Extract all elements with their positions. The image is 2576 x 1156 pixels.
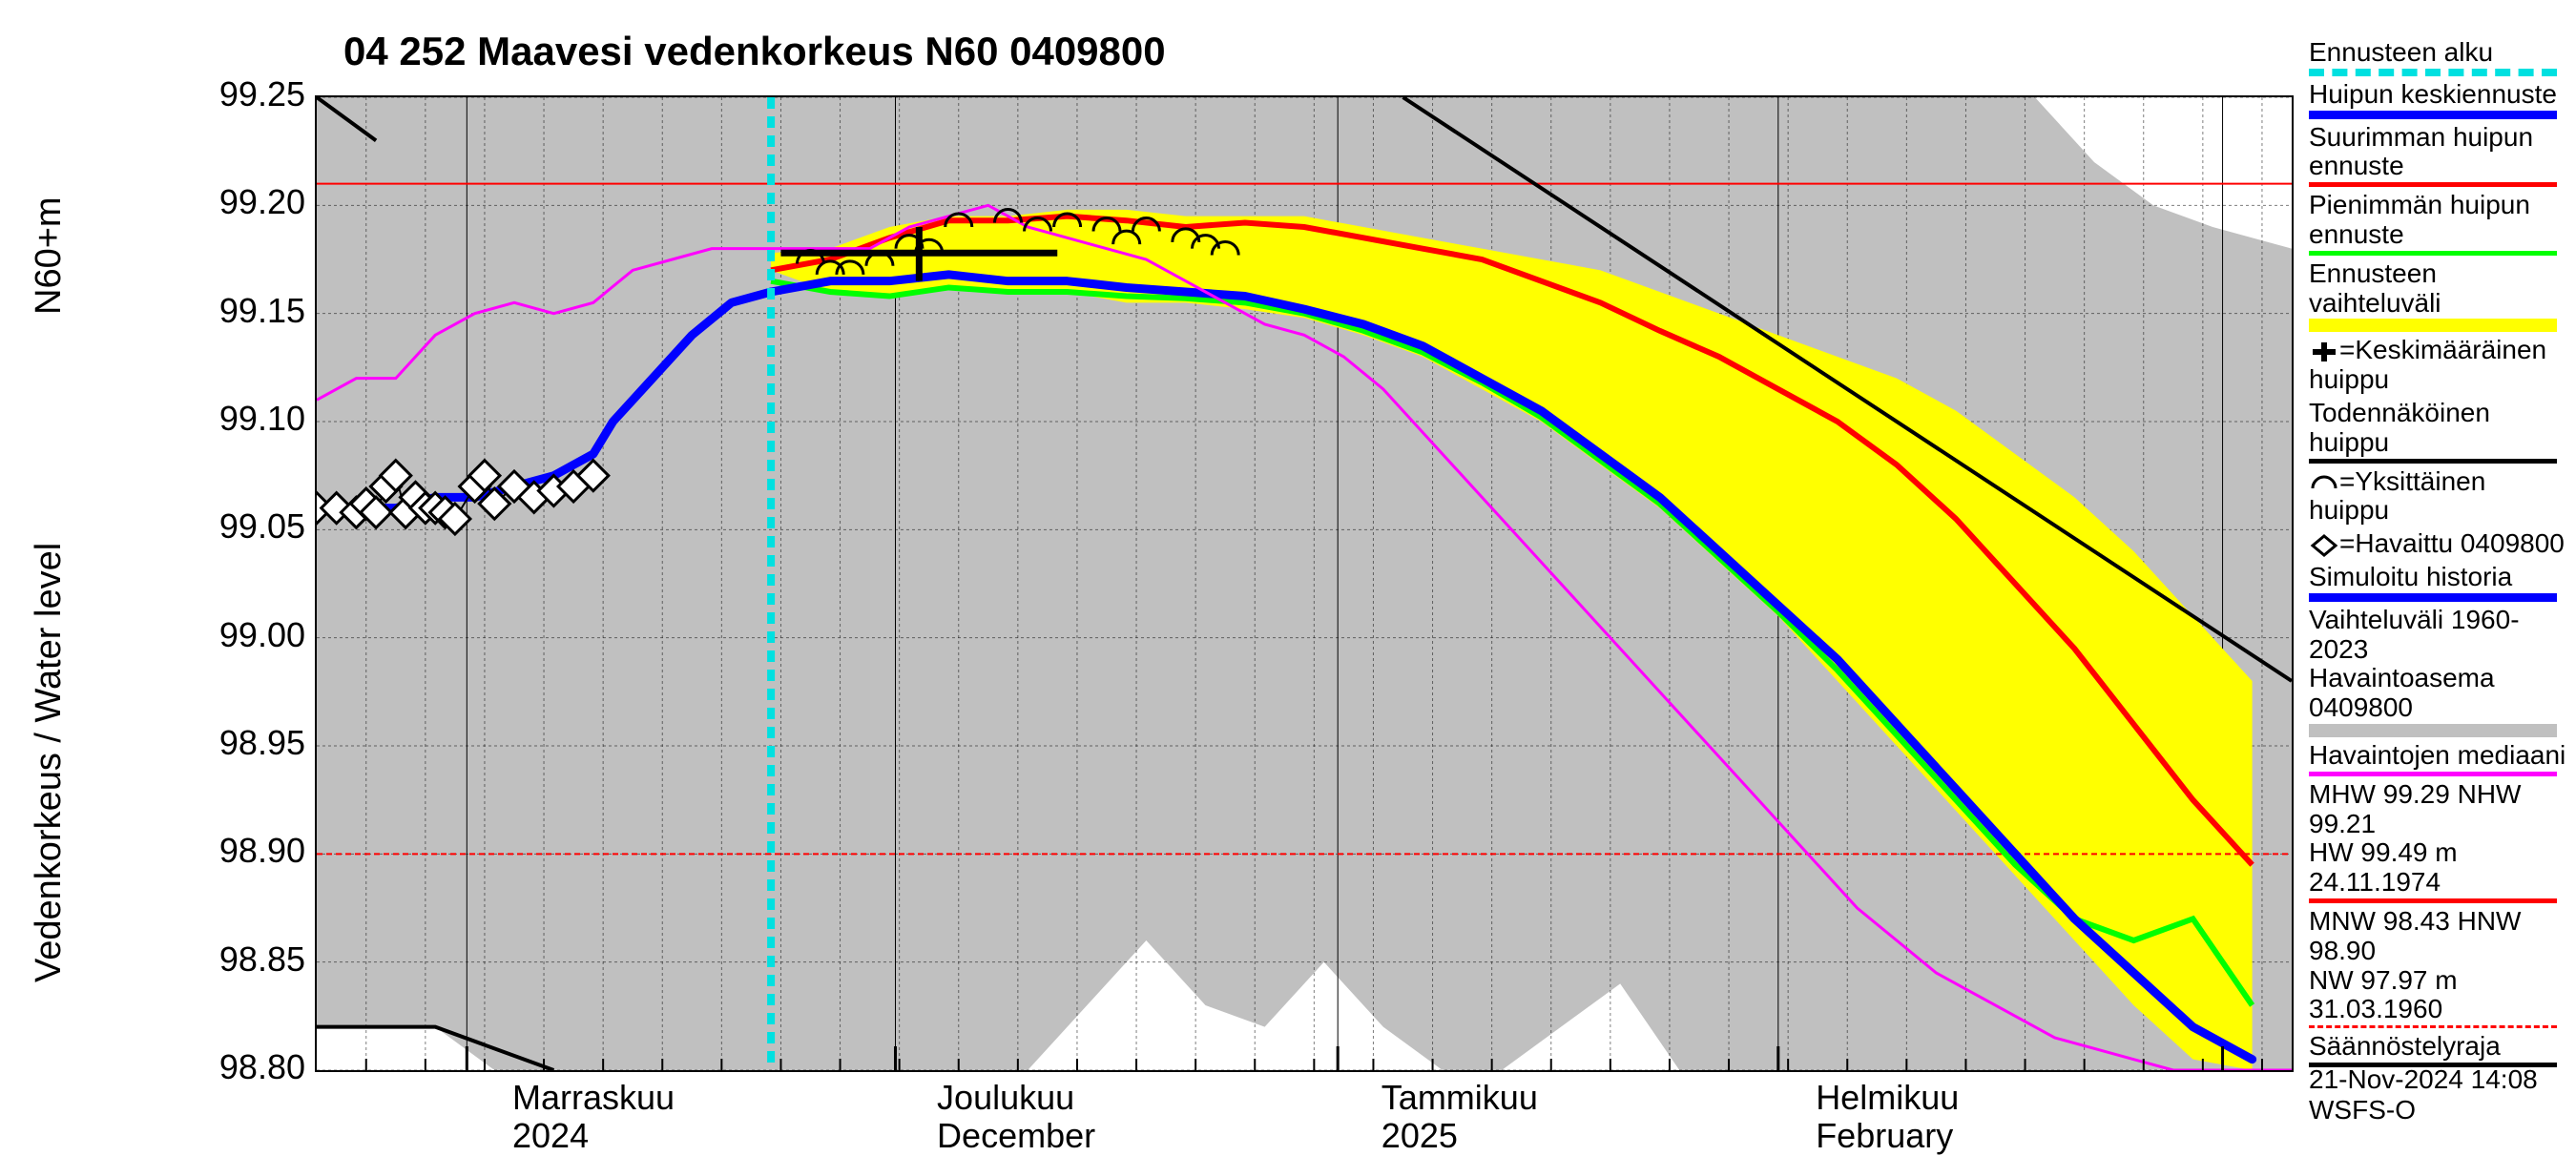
legend-item: Todennäköinen huippu [2309, 399, 2566, 464]
x-tick-sublabel: 2024 [512, 1116, 589, 1156]
legend-label: Havaintojen mediaani [2309, 741, 2566, 771]
legend-label: =Yksittäinen huippu [2309, 467, 2566, 526]
x-tick-label: Joulukuu [937, 1078, 1074, 1118]
legend-item: Simuloitu historia [2309, 563, 2566, 602]
legend-item: MNW 98.43 HNW 98.90NW 97.97 m 31.03.1960 [2309, 907, 2566, 1028]
legend-item: =Havaittu 0409800 [2309, 529, 2566, 559]
legend-label: Huipun keskiennuste [2309, 80, 2566, 110]
chart-svg [317, 97, 2292, 1070]
legend-label: Pienimmän huipun ennuste [2309, 191, 2566, 250]
legend-sublabel: NW 97.97 m 31.03.1960 [2309, 966, 2566, 1025]
legend-item: =Keskimääräinen huippu [2309, 336, 2566, 395]
legend-label: =Keskimääräinen huippu [2309, 336, 2566, 395]
x-tick-sublabel: February [1816, 1116, 1953, 1156]
x-tick-sublabel: December [937, 1116, 1095, 1156]
legend-sublabel: HW 99.49 m 24.11.1974 [2309, 838, 2566, 898]
y-tick-label: 98.85 [172, 939, 305, 980]
y-tick-label: 99.00 [172, 615, 305, 655]
y-tick-label: 99.20 [172, 182, 305, 222]
legend-label: MNW 98.43 HNW 98.90 [2309, 907, 2566, 966]
legend-item: Pienimmän huipun ennuste [2309, 191, 2566, 256]
y-tick-label: 98.80 [172, 1047, 305, 1087]
legend-label: Säännöstelyraja [2309, 1032, 2566, 1062]
y-tick-label: 99.25 [172, 74, 305, 114]
y-tick-label: 99.05 [172, 506, 305, 547]
legend-item: Huipun keskiennuste [2309, 80, 2566, 119]
legend-label: Vaihteluväli 1960-2023 [2309, 606, 2566, 665]
legend-item: Havaintojen mediaani [2309, 741, 2566, 776]
chart-container: 04 252 Maavesi vedenkorkeus N60 0409800 … [0, 0, 2576, 1145]
legend-item: Säännöstelyraja [2309, 1032, 2566, 1067]
legend-item: MHW 99.29 NHW 99.21HW 99.49 m 24.11.1974 [2309, 780, 2566, 903]
legend-label: =Havaittu 0409800 [2309, 529, 2566, 559]
legend-item: Ennusteen alku [2309, 38, 2566, 76]
x-tick-label: Tammikuu [1381, 1078, 1538, 1118]
legend-label: Suurimman huipun ennuste [2309, 123, 2566, 182]
x-tick-label: Marraskuu [512, 1078, 675, 1118]
plot-area [315, 95, 2294, 1072]
chart-title: 04 252 Maavesi vedenkorkeus N60 0409800 [343, 29, 1166, 74]
x-tick-sublabel: 2025 [1381, 1116, 1458, 1156]
y-axis-label-primary: Vedenkorkeus / Water level [29, 543, 70, 982]
legend-label: Ennusteen alku [2309, 38, 2566, 68]
legend-label: Todennäköinen huippu [2309, 399, 2566, 458]
legend-item: Ennusteen vaihteluväli [2309, 259, 2566, 333]
legend-label: Simuloitu historia [2309, 563, 2566, 592]
legend-label: Ennusteen vaihteluväli [2309, 259, 2566, 319]
y-axis-label-secondary: N60+m [29, 196, 70, 315]
timestamp: 21-Nov-2024 14:08 WSFS-O [2309, 1064, 2576, 1125]
legend-label: MHW 99.29 NHW 99.21 [2309, 780, 2566, 839]
y-tick-label: 98.90 [172, 831, 305, 871]
legend-item: Vaihteluväli 1960-2023 Havaintoasema 040… [2309, 606, 2566, 737]
y-tick-label: 98.95 [172, 723, 305, 763]
legend-sublabel: Havaintoasema 0409800 [2309, 664, 2566, 723]
legend-item: =Yksittäinen huippu [2309, 467, 2566, 526]
y-tick-label: 99.15 [172, 291, 305, 331]
x-tick-label: Helmikuu [1816, 1078, 1959, 1118]
legend: Ennusteen alku Huipun keskiennuste Suurimm… [2309, 38, 2566, 1071]
y-tick-label: 99.10 [172, 399, 305, 439]
legend-item: Suurimman huipun ennuste [2309, 123, 2566, 188]
